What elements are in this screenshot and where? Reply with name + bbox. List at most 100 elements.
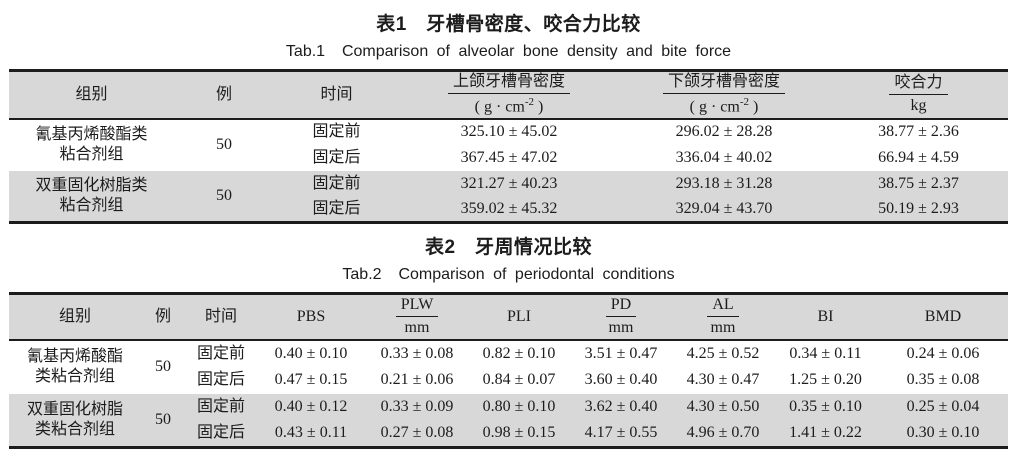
- upper-density-unit: ( g · cm-2 ): [448, 94, 570, 117]
- group-name-cell: 双重固化树脂类 粘合剂组: [9, 170, 174, 223]
- group-name-line2: 类粘合剂组: [34, 368, 115, 385]
- lower-density-unit: ( g · cm-2 ): [663, 94, 785, 117]
- table2-header-row: 组别 例 时间 PBS PLW mm PLI PD mm: [9, 293, 1008, 341]
- cases-cell: 50: [155, 358, 171, 375]
- table2-title: 表2 牙周情况比较: [424, 237, 593, 258]
- col-header-bmd: BMD: [878, 293, 1008, 341]
- unit-text: ): [534, 98, 544, 116]
- cases-cell: 50: [216, 136, 232, 153]
- value-cell: 0.35 ± 0.08: [906, 371, 980, 388]
- time-cell: 固定后: [196, 371, 245, 388]
- table-row: 双重固化树脂 类粘合剂组 50 固定前 0.40 ± 0.12 0.33 ± 0…: [9, 393, 1008, 448]
- col-header-pd: PD mm: [569, 293, 673, 341]
- col-header-time: 时间: [274, 70, 399, 120]
- time-cell: 固定后: [274, 196, 399, 223]
- group-name-cell: 氰基丙烯酸酯类 粘合剂组: [9, 119, 174, 171]
- value-cell: 0.80 ± 0.10: [469, 393, 569, 421]
- table1-title: 表1 牙槽骨密度、咬合力比较: [376, 14, 641, 35]
- col-header-al: AL mm: [673, 293, 773, 341]
- lower-density-name: 下颌牙槽骨密度: [662, 73, 785, 95]
- bite-force-name: 咬合力: [889, 74, 948, 96]
- col-header-plw: PLW mm: [365, 293, 469, 341]
- group-name-line1: 氰基丙烯酸酯类: [35, 126, 148, 143]
- group-name-line2: 粘合剂组: [59, 196, 124, 214]
- value-cell: 3.60 ± 0.40: [584, 371, 658, 388]
- value-cell: 293.18 ± 31.28: [619, 170, 829, 197]
- bite-force-fraction: 咬合力 kg: [889, 74, 948, 116]
- group-name-cell: 氰基丙烯酸酯 类粘合剂组: [9, 340, 141, 394]
- table1-subtitle: Tab.1 Comparison of alveolar bone densit…: [285, 43, 732, 60]
- value-cell: 3.62 ± 0.40: [569, 393, 673, 421]
- value-cell: 0.30 ± 0.10: [878, 420, 1008, 448]
- table2-body: 氰基丙烯酸酯 类粘合剂组 50 固定前 0.40 ± 0.10 0.33 ± 0…: [9, 340, 1008, 448]
- value-cell: 329.04 ± 43.70: [619, 196, 829, 223]
- al-fraction: AL mm: [707, 296, 739, 338]
- value-cell: 0.40 ± 0.10: [274, 344, 348, 362]
- value-cell: 1.41 ± 0.22: [773, 420, 878, 448]
- value-cell: 0.33 ± 0.08: [380, 344, 454, 362]
- value-cell: 0.40 ± 0.12: [257, 393, 365, 421]
- value-cell: 0.21 ± 0.06: [380, 371, 454, 388]
- value-cell: 1.25 ± 0.20: [789, 371, 862, 388]
- table-row: 氰基丙烯酸酯类 粘合剂组 50 固定前 325.10 ± 45.02 296.0…: [9, 119, 1008, 163]
- value-cell: 0.34 ± 0.11: [789, 344, 862, 362]
- value-cell: 0.24 ± 0.06: [906, 344, 980, 362]
- table-row: 固定后 359.02 ± 45.32 329.04 ± 43.70 50.19 …: [9, 196, 1008, 223]
- time-cell: 固定前: [196, 344, 245, 362]
- lower-density-fraction: 下颌牙槽骨密度 ( g · cm-2 ): [662, 73, 785, 117]
- group-name-line2: 类粘合剂组: [34, 420, 115, 438]
- table1-header: 组别 例 时间 上颌牙槽骨密度 ( g · cm-2 ) 下颌牙槽骨密度 ( g…: [9, 70, 1008, 120]
- table2-subtitle: Tab.2 Comparison of periodontal conditio…: [342, 266, 675, 283]
- col-header-cases: 例: [141, 293, 185, 341]
- col-header-upper-density: 上颌牙槽骨密度 ( g · cm-2 ): [399, 70, 619, 120]
- group-name-cell: 双重固化树脂 类粘合剂组: [9, 393, 141, 448]
- bite-force-unit: kg: [910, 97, 927, 115]
- col-header-bite-force: 咬合力 kg: [829, 70, 1008, 120]
- table-row: 氰基丙烯酸酯 类粘合剂组 50 固定前 0.40 ± 0.10 0.33 ± 0…: [9, 340, 1008, 386]
- col-header-bi: BI: [773, 293, 878, 341]
- group-name-line1: 氰基丙烯酸酯: [26, 348, 123, 365]
- table-row: 固定后 0.47 ± 0.15 0.21 ± 0.06 0.84 ± 0.07 …: [9, 367, 1008, 394]
- value-cell: 0.84 ± 0.07: [482, 371, 556, 388]
- col-header-pli: PLI: [469, 293, 569, 341]
- value-cell: 0.43 ± 0.11: [257, 420, 365, 448]
- value-cell: 66.94 ± 4.59: [878, 148, 959, 166]
- value-cell: 4.17 ± 0.55: [569, 420, 673, 448]
- unit-text: ): [749, 98, 759, 116]
- col-header-group: 组别: [9, 293, 141, 341]
- cases-cell: 50: [141, 393, 185, 448]
- table-row: 固定后 367.45 ± 47.02 336.04 ± 40.02 66.94 …: [9, 145, 1008, 171]
- value-cell: 0.35 ± 0.10: [773, 393, 878, 421]
- value-cell: 367.45 ± 47.02: [460, 148, 558, 166]
- col-header-time: 时间: [185, 293, 257, 341]
- time-cell: 固定前: [185, 393, 257, 421]
- time-cell: 固定前: [274, 170, 399, 197]
- table-row: 固定后 0.43 ± 0.11 0.27 ± 0.08 0.98 ± 0.15 …: [9, 420, 1008, 448]
- value-cell: 296.02 ± 28.28: [675, 123, 773, 140]
- upper-density-fraction: 上颌牙槽骨密度 ( g · cm-2 ): [447, 73, 570, 117]
- group-name-line2: 粘合剂组: [59, 146, 124, 163]
- pd-name: PD: [605, 296, 637, 318]
- table1: 组别 例 时间 上颌牙槽骨密度 ( g · cm-2 ) 下颌牙槽骨密度 ( g…: [9, 69, 1008, 224]
- value-cell: 3.51 ± 0.47: [584, 344, 658, 362]
- group-name-line1: 双重固化树脂: [26, 400, 123, 418]
- value-cell: 38.75 ± 2.37: [829, 170, 1008, 197]
- value-cell: 0.82 ± 0.10: [482, 344, 556, 362]
- plw-unit: mm: [404, 319, 430, 337]
- value-cell: 325.10 ± 45.02: [460, 123, 558, 140]
- table2: 组别 例 时间 PBS PLW mm PLI PD mm: [9, 292, 1008, 449]
- time-cell: 固定后: [185, 420, 257, 448]
- value-cell: 38.77 ± 2.36: [878, 123, 959, 140]
- unit-text: ( g · cm: [689, 98, 740, 116]
- table2-header: 组别 例 时间 PBS PLW mm PLI PD mm: [9, 293, 1008, 341]
- time-cell: 固定前: [312, 123, 361, 140]
- unit-text: ( g · cm: [474, 98, 525, 116]
- value-cell: 359.02 ± 45.32: [399, 196, 619, 223]
- value-cell: 321.27 ± 40.23: [399, 170, 619, 197]
- pd-fraction: PD mm: [605, 296, 637, 338]
- cases-cell: 50: [174, 170, 274, 223]
- table-row: 双重固化树脂类 粘合剂组 50 固定前 321.27 ± 40.23 293.1…: [9, 170, 1008, 223]
- value-cell: 4.30 ± 0.50: [673, 393, 773, 421]
- value-cell: 4.25 ± 0.52: [686, 344, 760, 362]
- unit-superscript: -2: [739, 96, 750, 109]
